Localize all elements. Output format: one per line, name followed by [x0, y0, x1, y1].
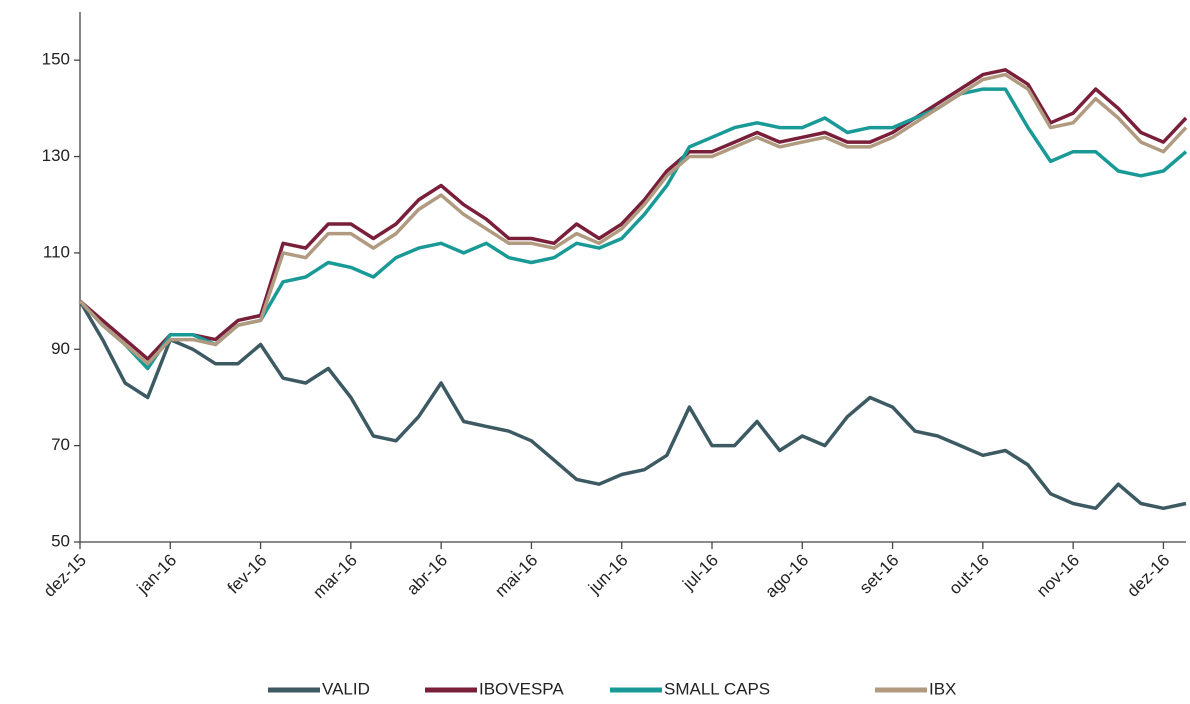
- x-tick-label: mai-16: [491, 551, 541, 601]
- y-tick-label: 150: [42, 50, 70, 69]
- series-line: [78, 72, 1188, 366]
- y-tick-label: 110: [43, 242, 70, 261]
- series-line: [78, 87, 1188, 371]
- legend-label: IBOVESPA: [479, 679, 564, 698]
- x-tick-label: abr-16: [403, 551, 451, 599]
- y-tick-label: 90: [51, 339, 70, 358]
- series-line: [78, 68, 1188, 361]
- series-line: [78, 300, 1187, 511]
- x-tick-label: dez-16: [1123, 551, 1173, 601]
- x-tick-label: nov-16: [1033, 551, 1083, 601]
- x-tick-label: jun-16: [584, 551, 632, 599]
- x-tick-label: out-16: [945, 551, 993, 599]
- y-tick-label: 70: [51, 435, 70, 454]
- x-tick-label: dez-15: [40, 551, 90, 601]
- x-tick-label: jan-16: [133, 551, 181, 599]
- x-tick-label: mar-16: [309, 551, 361, 603]
- x-tick-label: set-16: [856, 551, 903, 598]
- legend-label: VALID: [322, 679, 370, 698]
- x-tick-label: ago-16: [761, 551, 812, 602]
- y-tick-label: 130: [42, 146, 70, 165]
- legend-label: IBX: [929, 679, 956, 698]
- legend-label: SMALL CAPS: [664, 679, 770, 698]
- y-tick-label: 50: [51, 531, 70, 550]
- x-tick-label: jul-16: [678, 551, 722, 595]
- x-tick-label: fev-16: [224, 551, 271, 598]
